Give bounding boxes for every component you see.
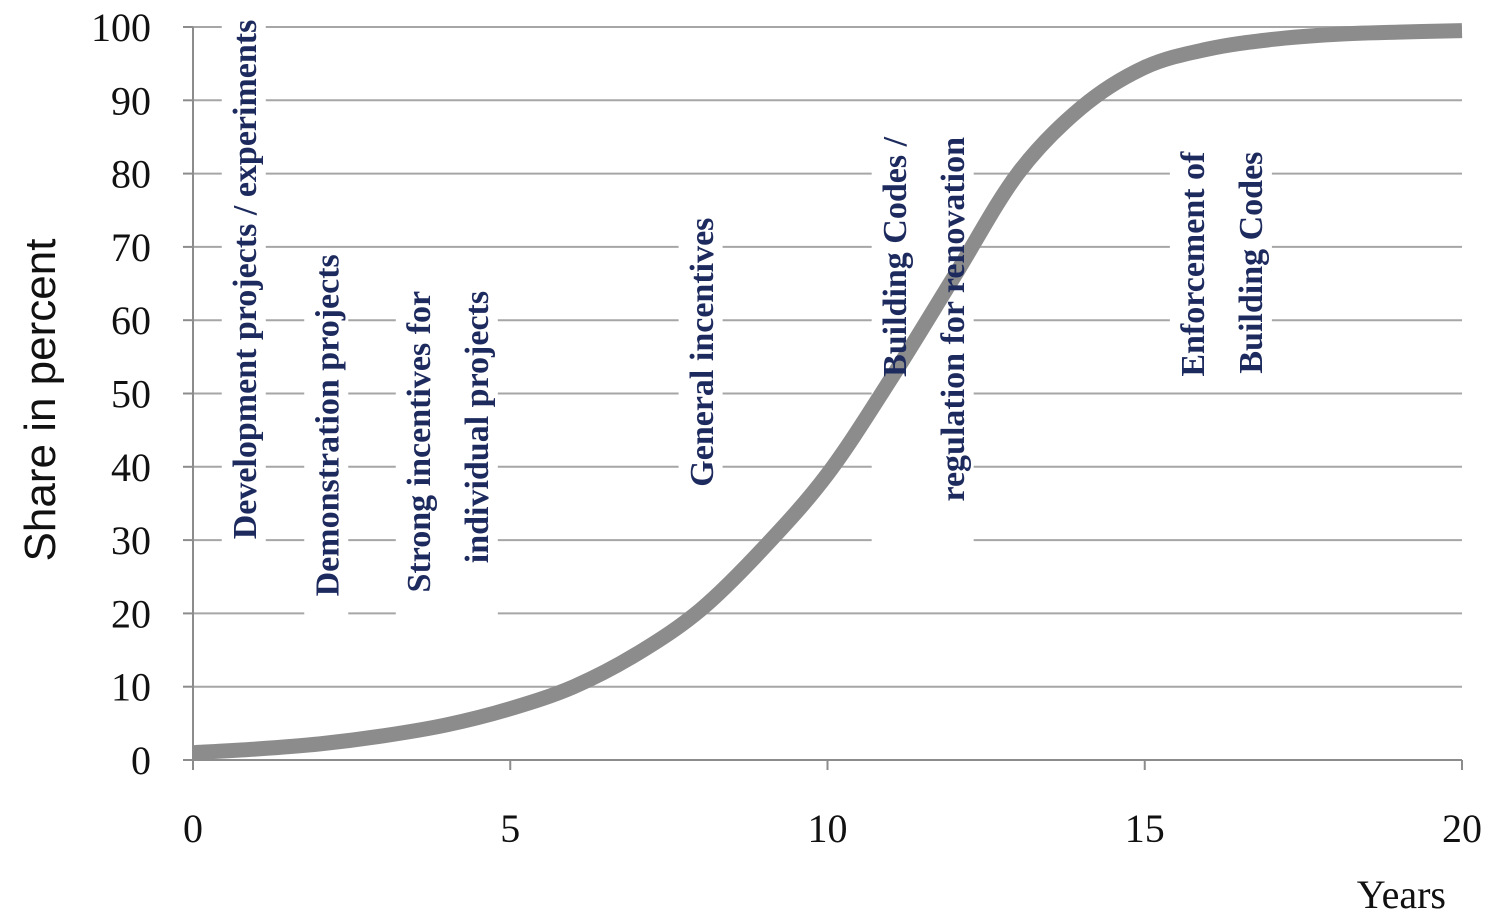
x-tick-label: 15: [1125, 806, 1165, 851]
y-tick-label: 90: [111, 78, 151, 123]
y-tick-labels: 0 10 20 30 40 50 60 70 80 90 100: [91, 5, 151, 783]
phase-label: Building Codes: [1233, 152, 1270, 374]
y-tick-label: 10: [111, 665, 151, 710]
phase-label: Strong incentives for: [401, 291, 438, 593]
y-tick-label: 0: [131, 738, 151, 783]
y-tick-label: 30: [111, 518, 151, 563]
phase-label: Development projects / experiments: [227, 20, 264, 540]
phase-label: Building Codes /: [877, 136, 914, 377]
phase-label: Demonstration projects: [309, 254, 346, 596]
x-tick-label: 20: [1442, 806, 1482, 851]
x-axis-label: Years: [1357, 872, 1446, 917]
phase-label-backgrounds: [221, 15, 1272, 638]
y-axis-label: Share in percent: [16, 239, 65, 562]
x-tick-label: 0: [183, 806, 203, 851]
phase-label: regulation for renovation: [935, 137, 972, 502]
y-tick-label: 50: [111, 372, 151, 417]
phase-label-bg: [304, 250, 349, 617]
phase-label-bg: [395, 286, 498, 638]
phase-label: individual projects: [459, 291, 496, 563]
phase-labels: Development projects / experiments Demons…: [227, 20, 1270, 597]
phase-label: Enforcement of: [1175, 151, 1212, 377]
y-tick-label: 100: [91, 5, 151, 50]
y-tick-label: 40: [111, 445, 151, 490]
phase-label-bg: [678, 213, 723, 516]
series-line: [192, 23, 1463, 761]
x-tick-label: 5: [500, 806, 520, 851]
y-tick-label: 20: [111, 591, 151, 636]
phase-label-bg: [221, 15, 266, 577]
y-tick-label: 70: [111, 225, 151, 270]
x-tick-label: 10: [808, 806, 848, 851]
x-tick-labels: 0 5 10 15 20: [183, 806, 1482, 851]
y-tick-label: 60: [111, 298, 151, 343]
axes: [183, 26, 1463, 770]
series-curve: [192, 23, 1463, 761]
y-tick-label: 80: [111, 152, 151, 197]
phase-label: General incentives: [684, 218, 721, 487]
phase-label-bg: [1169, 147, 1272, 385]
